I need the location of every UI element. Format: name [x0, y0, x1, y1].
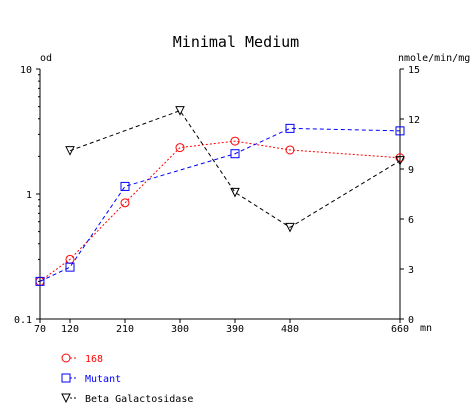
- series-168: [35, 136, 405, 286]
- left-tick-label: 1: [26, 190, 32, 201]
- right-tick-label: 3: [408, 265, 414, 276]
- data-point-beta-galactosidase: [175, 106, 185, 116]
- x-tick-label: 300: [171, 324, 189, 335]
- right-tick-label: 15: [408, 65, 420, 76]
- legend-label: 168: [85, 354, 103, 365]
- legend: 168 Mutant Beta Galactosidase: [61, 353, 193, 405]
- left-tick-label: 10: [20, 65, 32, 76]
- x-tick-label: 660: [391, 324, 409, 335]
- series-line-beta-galactosidase: [69, 110, 401, 228]
- data-point-168: [285, 145, 295, 155]
- data-point-168: [120, 198, 130, 208]
- x-tick-label: 480: [281, 324, 299, 335]
- chart-title: Minimal Medium: [173, 33, 299, 51]
- legend-label: Beta Galactosidase: [85, 394, 193, 405]
- legend-item: Beta Galactosidase: [61, 393, 193, 405]
- x-tick-label: 70: [34, 324, 46, 335]
- series-group: [35, 106, 405, 286]
- ticks-group: 70 120 210 300 390 480 660 0.1 1 10 0 3 6 9 12 15: [14, 65, 420, 335]
- data-point-mutant: [395, 126, 405, 136]
- left-axis-unit: od: [40, 53, 52, 64]
- legend-item: 168: [61, 353, 103, 365]
- left-tick-label: 0.1: [14, 315, 32, 326]
- data-point-mutant: [120, 181, 130, 191]
- data-point-mutant: [35, 276, 45, 286]
- x-axis-unit: mn: [420, 323, 432, 334]
- data-point-beta-galactosidase: [65, 146, 75, 156]
- data-point-mutant: [230, 149, 240, 159]
- legend-marker: [61, 373, 71, 383]
- series-line-mutant: [39, 127, 401, 282]
- series-line-168: [39, 140, 401, 282]
- x-tick-label: 120: [61, 324, 79, 335]
- right-tick-label: 6: [408, 215, 414, 226]
- data-point-beta-galactosidase: [285, 222, 295, 233]
- data-point-168: [230, 136, 240, 146]
- legend-label: Mutant: [85, 374, 121, 385]
- x-tick-label: 210: [116, 324, 134, 335]
- data-point-beta-galactosidase: [395, 156, 405, 166]
- series-beta-galactosidase: [65, 106, 405, 233]
- right-axis-unit: nmole/min/mg: [398, 53, 470, 64]
- series-mutant: [35, 123, 405, 286]
- data-point-mutant: [285, 123, 295, 133]
- data-point-168: [175, 143, 185, 153]
- right-tick-label: 0: [408, 315, 414, 326]
- x-tick-label: 390: [226, 324, 244, 335]
- legend-marker: [61, 393, 71, 404]
- data-point-beta-galactosidase: [230, 187, 240, 198]
- data-point-mutant: [65, 262, 75, 272]
- legend-marker: [61, 353, 71, 363]
- right-tick-label: 9: [408, 165, 414, 176]
- right-tick-label: 12: [408, 115, 420, 126]
- legend-item: Mutant: [61, 373, 121, 385]
